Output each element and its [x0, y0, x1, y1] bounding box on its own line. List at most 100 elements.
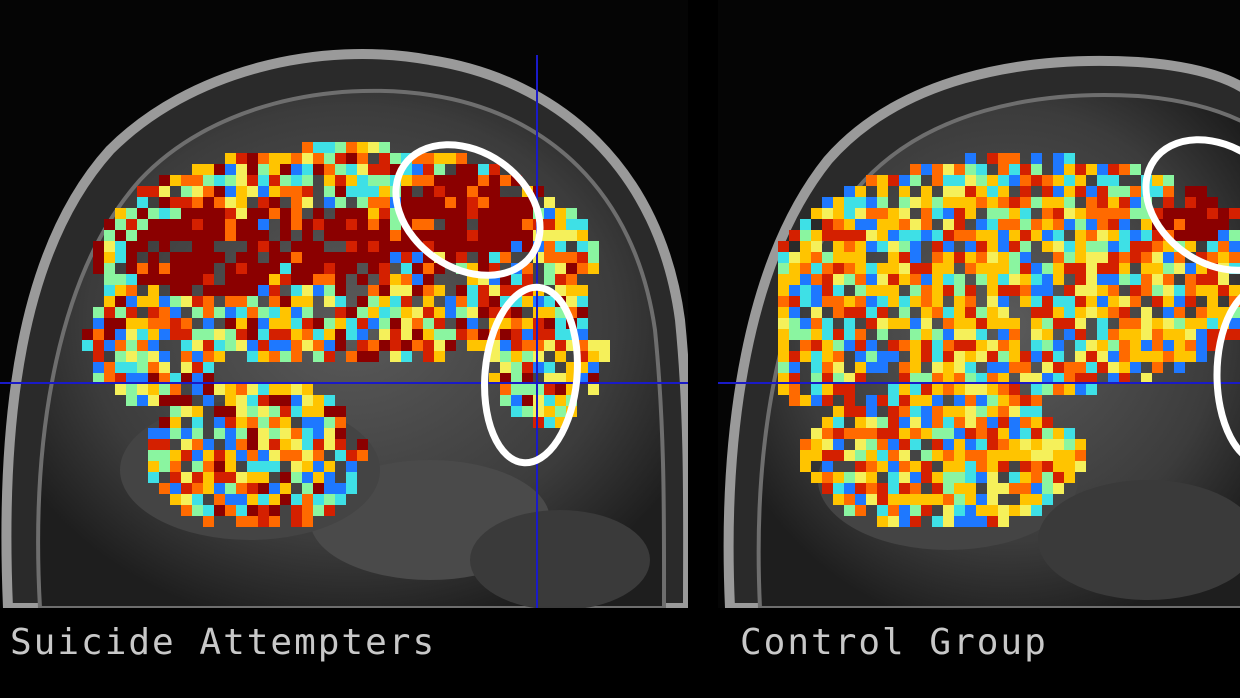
- activation-voxel: [390, 318, 401, 329]
- activation-voxel: [1174, 252, 1185, 263]
- activation-voxel: [302, 439, 313, 450]
- activation-voxel: [1141, 340, 1152, 351]
- activation-voxel: [910, 340, 921, 351]
- activation-voxel: [1031, 296, 1042, 307]
- activation-voxel: [280, 450, 291, 461]
- activation-voxel: [137, 296, 148, 307]
- activation-voxel: [269, 164, 280, 175]
- activation-voxel: [467, 329, 478, 340]
- activation-voxel: [822, 274, 833, 285]
- activation-voxel: [943, 241, 954, 252]
- activation-voxel: [379, 307, 390, 318]
- activation-voxel: [943, 428, 954, 439]
- activation-voxel: [137, 395, 148, 406]
- activation-voxel: [866, 230, 877, 241]
- activation-voxel: [932, 439, 943, 450]
- activation-voxel: [1053, 384, 1064, 395]
- activation-voxel: [855, 406, 866, 417]
- activation-voxel: [932, 307, 943, 318]
- activation-voxel: [434, 186, 445, 197]
- activation-voxel: [489, 307, 500, 318]
- activation-voxel: [811, 296, 822, 307]
- activation-voxel: [1141, 274, 1152, 285]
- activation-voxel: [822, 450, 833, 461]
- activation-voxel: [258, 505, 269, 516]
- activation-voxel: [390, 296, 401, 307]
- activation-voxel: [1163, 252, 1174, 263]
- activation-voxel: [778, 373, 789, 384]
- activation-voxel: [1130, 296, 1141, 307]
- activation-voxel: [1075, 263, 1086, 274]
- activation-voxel: [357, 164, 368, 175]
- activation-voxel: [1031, 395, 1042, 406]
- activation-voxel: [181, 373, 192, 384]
- activation-voxel: [833, 384, 844, 395]
- activation-voxel: [401, 252, 412, 263]
- activation-voxel: [844, 230, 855, 241]
- activation-voxel: [1086, 307, 1097, 318]
- activation-voxel: [1130, 164, 1141, 175]
- activation-voxel: [489, 340, 500, 351]
- activation-voxel: [1163, 197, 1174, 208]
- activation-voxel: [258, 384, 269, 395]
- activation-voxel: [943, 461, 954, 472]
- activation-voxel: [544, 417, 555, 428]
- activation-voxel: [778, 307, 789, 318]
- activation-voxel: [115, 296, 126, 307]
- activation-voxel: [1042, 351, 1053, 362]
- activation-voxel: [170, 483, 181, 494]
- activation-voxel: [932, 230, 943, 241]
- activation-voxel: [577, 296, 588, 307]
- activation-voxel: [965, 417, 976, 428]
- activation-voxel: [511, 406, 522, 417]
- activation-voxel: [137, 362, 148, 373]
- activation-voxel: [866, 175, 877, 186]
- activation-voxel: [500, 230, 511, 241]
- activation-voxel: [203, 472, 214, 483]
- activation-voxel: [159, 186, 170, 197]
- activation-voxel: [789, 285, 800, 296]
- activation-voxel: [291, 351, 302, 362]
- activation-voxel: [1042, 472, 1053, 483]
- activation-voxel: [1130, 351, 1141, 362]
- activation-voxel: [170, 230, 181, 241]
- activation-voxel: [489, 186, 500, 197]
- activation-voxel: [1031, 351, 1042, 362]
- activation-voxel: [170, 263, 181, 274]
- activation-voxel: [1185, 263, 1196, 274]
- activation-voxel: [203, 175, 214, 186]
- activation-voxel: [544, 395, 555, 406]
- activation-voxel: [1229, 241, 1240, 252]
- activation-voxel: [148, 285, 159, 296]
- activation-voxel: [888, 296, 899, 307]
- activation-voxel: [1163, 329, 1174, 340]
- activation-voxel: [1174, 219, 1185, 230]
- activation-voxel: [126, 296, 137, 307]
- activation-voxel: [1020, 197, 1031, 208]
- activation-voxel: [1042, 307, 1053, 318]
- activation-voxel: [280, 395, 291, 406]
- activation-voxel: [954, 274, 965, 285]
- activation-voxel: [965, 516, 976, 527]
- activation-voxel: [137, 197, 148, 208]
- activation-voxel: [93, 307, 104, 318]
- activation-voxel: [368, 164, 379, 175]
- activation-voxel: [1075, 384, 1086, 395]
- activation-voxel: [789, 329, 800, 340]
- activation-voxel: [159, 318, 170, 329]
- activation-voxel: [1196, 318, 1207, 329]
- activation-voxel: [324, 274, 335, 285]
- caption-control-group: Control Group: [740, 622, 1048, 663]
- activation-voxel: [126, 263, 137, 274]
- activation-voxel: [555, 406, 566, 417]
- activation-voxel: [888, 263, 899, 274]
- activation-voxel: [800, 461, 811, 472]
- activation-voxel: [921, 274, 932, 285]
- activation-voxel: [456, 285, 467, 296]
- activation-voxel: [269, 450, 280, 461]
- activation-voxel: [489, 351, 500, 362]
- activation-voxel: [965, 461, 976, 472]
- activation-voxel: [1064, 186, 1075, 197]
- activation-voxel: [998, 505, 1009, 516]
- activation-voxel: [998, 285, 1009, 296]
